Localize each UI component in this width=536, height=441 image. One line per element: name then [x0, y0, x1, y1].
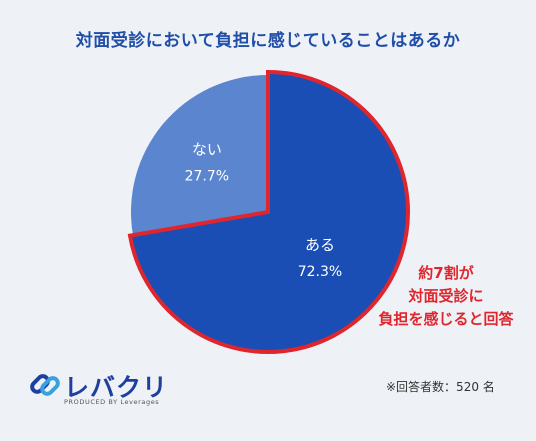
- slice-value-no: 27.7%: [185, 168, 229, 184]
- slice-value-yes: 72.3%: [298, 264, 342, 280]
- callout: 約7割が 対面受診に 負担を感じると回答: [372, 262, 520, 331]
- logo: レバクリ PRODUCED BY Leverages: [28, 368, 178, 412]
- chart-title: 対面受診において負担に感じていることはあるか: [75, 31, 461, 51]
- slice-label-yes: ある: [305, 236, 335, 254]
- logo-name: レバクリ: [64, 373, 169, 402]
- callout-line-1: 約7割が: [418, 264, 474, 282]
- callout-line-3: 負担を感じると回答: [378, 310, 514, 328]
- logo-subtitle: PRODUCED BY Leverages: [64, 398, 160, 406]
- chain-link-icon: [30, 374, 60, 396]
- respondent-count: ※回答者数：520 名: [386, 380, 495, 394]
- pie-slice-no: [131, 75, 268, 236]
- slice-label-no: ない: [192, 140, 222, 158]
- callout-line-2: 対面受診に: [408, 287, 484, 305]
- pie-slice-yes: [127, 69, 410, 354]
